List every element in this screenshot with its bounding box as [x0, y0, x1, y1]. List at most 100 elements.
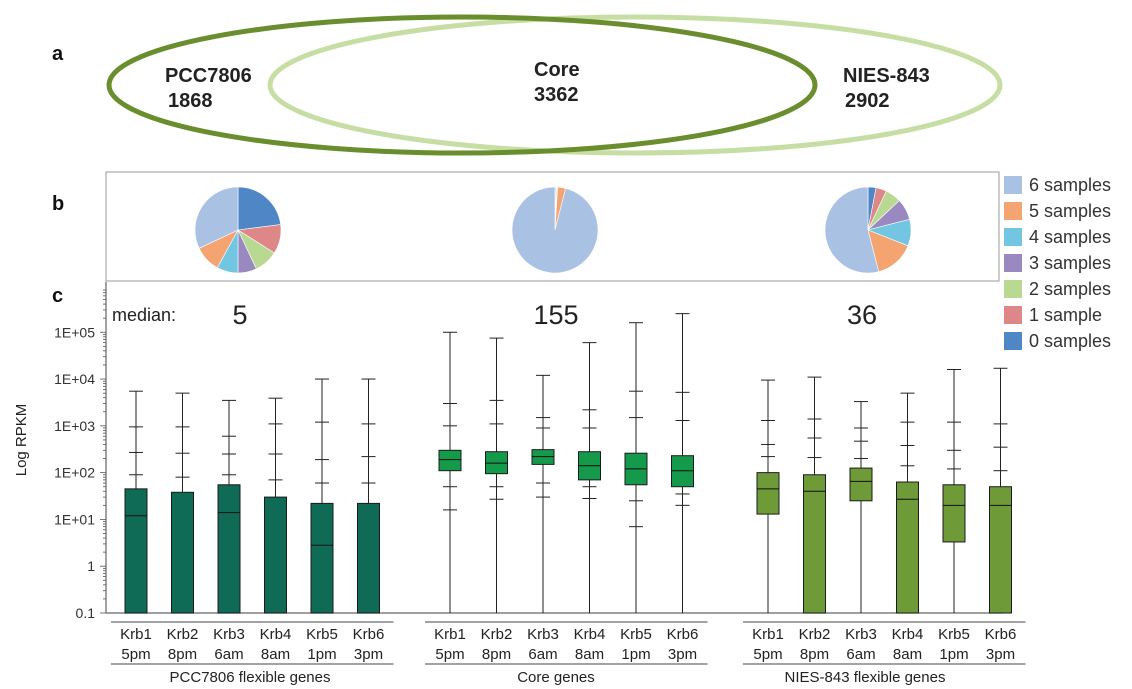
x-category-label: Krb4 — [260, 626, 292, 643]
pie-slice-6-samples — [194, 186, 239, 249]
x-time-label: 5pm — [753, 646, 782, 663]
venn-right-ellipse — [267, 14, 1003, 156]
x-time-label: 3pm — [354, 646, 383, 663]
pie-slice-6-samples — [824, 186, 880, 274]
y-tick-label: 1E+01 — [54, 511, 95, 527]
x-time-label: 3pm — [986, 646, 1015, 663]
panel-letter-b: b — [52, 193, 64, 215]
legend-swatch — [1004, 332, 1022, 350]
box-Krb1 — [124, 390, 148, 614]
x-time-label: 6am — [846, 646, 875, 663]
box-rect — [756, 472, 780, 515]
box-group-1: 5 — [124, 300, 380, 614]
box-rect — [989, 486, 1012, 614]
y-tick-label: 1E+03 — [54, 418, 95, 434]
x-category-label: Krb3 — [213, 626, 245, 643]
y-axis: 0.1 1 1E+01 1E+02 1E+03 1E+04 1E+05 — [54, 282, 1003, 621]
box-rect — [896, 481, 919, 614]
venn-left-name: PCC7806 — [165, 65, 252, 87]
venn-diagram: PCC7806 1868 Core 3362 NIES-843 2902 — [106, 14, 1003, 156]
x-time-label: 1pm — [621, 646, 650, 663]
box-Krb6 — [989, 367, 1012, 614]
x-time-label: 5pm — [121, 646, 150, 663]
box-rect — [438, 449, 462, 472]
legend-swatch — [1004, 202, 1022, 220]
y-tick-label: 0.1 — [76, 605, 96, 621]
box-Krb6 — [671, 313, 694, 613]
x-time-label: 1pm — [307, 646, 336, 663]
group-median-value: 36 — [847, 300, 877, 330]
pie-slice-0-samples — [237, 186, 281, 231]
group-label: PCC7806 flexible genes — [170, 669, 331, 686]
x-time-label: 6am — [214, 646, 243, 663]
group-label: Core genes — [517, 669, 595, 686]
box-group-3: 36 — [756, 300, 1012, 614]
pie-3 — [824, 186, 912, 274]
legend-swatch — [1004, 176, 1022, 194]
box-Krb4 — [264, 397, 287, 614]
y-axis-label: Log RPKM — [13, 404, 30, 477]
panel-letter-a: a — [52, 43, 64, 65]
box-rect — [671, 455, 694, 488]
x-category-label: Krb4 — [892, 626, 924, 643]
legend-swatch — [1004, 254, 1022, 272]
y-tick-label: 1E+05 — [54, 324, 95, 340]
box-rect — [357, 502, 380, 614]
x-category-label: Krb6 — [985, 626, 1017, 643]
legend-label: 4 samples — [1029, 227, 1111, 247]
legend-label: 6 samples — [1029, 175, 1111, 195]
legend-swatch — [1004, 306, 1022, 324]
x-category-label: Krb3 — [527, 626, 559, 643]
x-category-label: Krb6 — [353, 626, 385, 643]
box-Krb3 — [217, 399, 241, 614]
box-Krb5 — [942, 368, 966, 613]
x-time-label: 8pm — [800, 646, 829, 663]
pie-charts — [194, 186, 912, 274]
legend-swatch — [1004, 280, 1022, 298]
x-category-label: Krb6 — [667, 626, 699, 643]
x-category-label: Krb4 — [574, 626, 606, 643]
x-category-label: Krb5 — [306, 626, 338, 643]
box-rect — [849, 467, 873, 502]
legend-label: 2 samples — [1029, 279, 1111, 299]
x-category-label: Krb2 — [799, 626, 831, 643]
x-category-label: Krb2 — [167, 626, 199, 643]
x-category-label: Krb1 — [752, 626, 784, 643]
x-time-label: 8pm — [168, 646, 197, 663]
box-Krb5 — [310, 378, 334, 614]
x-axis-labels: Krb1 5pm Krb2 8pm Krb3 6am Krb4 8am Krb5 1pm Krb6 3… — [111, 621, 1026, 686]
x-category-label: Krb5 — [620, 626, 652, 643]
box-rect — [217, 484, 241, 614]
venn-core-name: Core — [534, 59, 580, 81]
x-time-label: 1pm — [939, 646, 968, 663]
pie-1 — [194, 186, 282, 274]
box-Krb3 — [531, 374, 555, 613]
x-time-label: 8am — [261, 646, 290, 663]
x-time-label: 8am — [575, 646, 604, 663]
group-median-value: 155 — [533, 300, 578, 330]
group-median-value: 5 — [232, 300, 247, 330]
median-label: median: — [112, 305, 176, 325]
box-Krb1 — [756, 379, 780, 613]
legend-label: 3 samples — [1029, 253, 1111, 273]
box-rect — [310, 502, 334, 614]
x-time-label: 8pm — [482, 646, 511, 663]
box-rect — [264, 496, 287, 614]
x-category-label: Krb2 — [481, 626, 513, 643]
box-Krb5 — [624, 322, 648, 613]
box-group-2: 155 — [438, 300, 694, 613]
x-time-label: 3pm — [668, 646, 697, 663]
legend-swatch — [1004, 228, 1022, 246]
pie-slice-6-samples — [511, 186, 599, 274]
box-plots: 5 155 36 — [124, 300, 1012, 614]
x-category-label: Krb5 — [938, 626, 970, 643]
x-time-label: 8am — [893, 646, 922, 663]
legend-label: 5 samples — [1029, 201, 1111, 221]
box-Krb4 — [578, 342, 601, 613]
venn-right-name: NIES-843 — [843, 65, 930, 87]
y-tick-label: 1 — [87, 558, 95, 574]
pie-legend: 6 samples 5 samples 4 samples 3 samples 2 sa… — [1004, 175, 1111, 351]
box-rect — [942, 484, 966, 543]
legend-label: 1 sample — [1029, 305, 1102, 325]
venn-left-count: 1868 — [168, 90, 213, 112]
